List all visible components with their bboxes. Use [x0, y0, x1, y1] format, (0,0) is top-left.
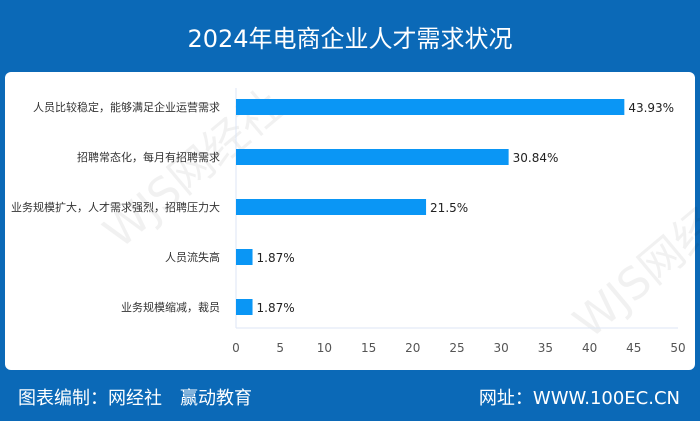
x-tick-label: 15 — [361, 341, 376, 355]
data-label: 1.87% — [257, 251, 295, 265]
x-tick-label: 25 — [449, 341, 464, 355]
category-label: 业务规模扩大，人才需求强烈，招聘压力大 — [11, 200, 220, 214]
page-title: 2024年电商企业人才需求状况 — [187, 25, 513, 53]
bar — [236, 99, 625, 115]
category-label: 人员流失高 — [165, 250, 220, 264]
data-label: 30.84% — [513, 151, 559, 165]
data-label: 43.93% — [628, 101, 674, 115]
footer-url: 网址：WWW.100EC.CN — [478, 388, 680, 409]
x-tick-label: 30 — [494, 341, 509, 355]
x-tick-label: 10 — [317, 341, 332, 355]
x-tick-label: 5 — [276, 341, 284, 355]
x-tick-label: 35 — [538, 341, 553, 355]
watermark: WJS网经社 — [564, 170, 700, 348]
x-tick-label: 40 — [582, 341, 597, 355]
x-tick-label: 50 — [670, 341, 685, 355]
bar — [236, 199, 427, 215]
chart-panel — [5, 72, 695, 370]
footer-credit: 图表编制：网经社 赢动教育 — [18, 388, 252, 409]
category-label: 人员比较稳定，能够满足企业运营需求 — [33, 100, 220, 114]
data-label: 1.87% — [257, 301, 295, 315]
footer: 图表编制：网经社 赢动教育 网址：WWW.100EC.CN — [0, 372, 700, 421]
data-label: 21.5% — [430, 201, 468, 215]
bar — [236, 249, 253, 265]
bar — [236, 299, 253, 315]
category-label: 业务规模缩减，裁员 — [121, 300, 220, 314]
category-label: 招聘常态化，每月有招聘需求 — [77, 150, 220, 164]
x-tick-label: 0 — [232, 341, 240, 355]
bar — [236, 149, 509, 165]
x-tick-label: 45 — [626, 341, 641, 355]
x-tick-label: 20 — [405, 341, 420, 355]
